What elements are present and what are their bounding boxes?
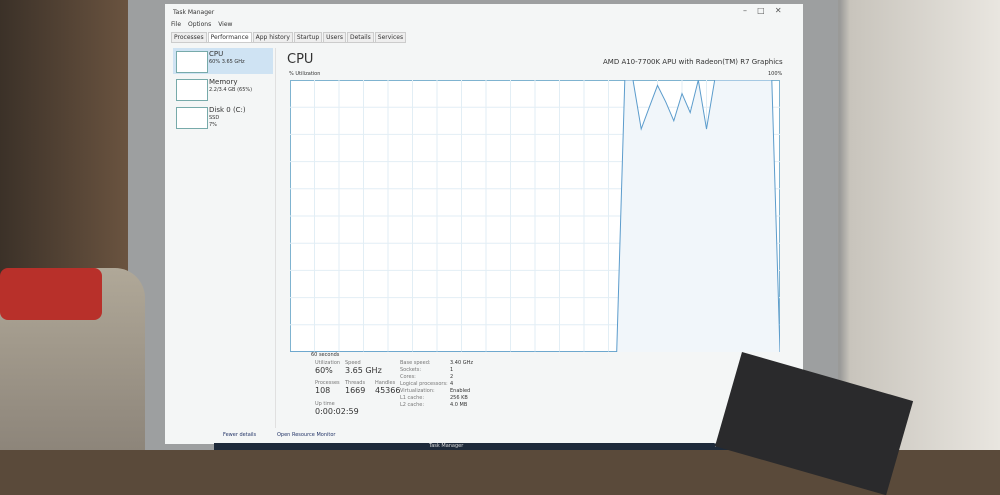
stat-value: 60% [315,366,333,375]
section-title: CPU [287,52,314,67]
sidebar-item[interactable]: CPU 60% 3.65 GHz [173,48,273,74]
spec-value: 4.0 MB [450,402,468,408]
stat-label: Up time [315,401,335,407]
menu-bar: File Options View [171,21,232,28]
stat-label: Threads [345,380,366,386]
cpu-graph [290,80,780,352]
stat-label: Speed [345,360,361,366]
tab[interactable]: Startup [293,32,323,42]
spec-label: Sockets: [400,367,422,373]
tab-bar: Processes Performance App history Startup Us… [171,32,407,43]
spec-label: Base speed: [400,360,431,366]
tab[interactable]: Details [346,32,374,42]
sidebar-name: Disk 0 (C:) [209,106,246,114]
specs: Base speed: 3.40 GHz Sockets: 1 Cores: 2 Logic… [400,360,520,430]
spec-value: 3.40 GHz [450,360,473,366]
spec-label: L1 cache: [400,395,425,401]
menu-item[interactable]: View [218,21,233,28]
stat-label: Processes [315,380,340,386]
spec-value: Enabled [450,388,471,394]
tab[interactable]: Processes [171,32,207,42]
spec-value: 1 [450,367,454,373]
taskbar-app[interactable]: Task Manager [429,443,464,449]
sidebar-detail: 2.2/3.4 GB (65%) [209,87,253,93]
stats: Utilization 60% Speed 3.65 GHz Processes 108 T… [315,360,545,430]
stat-value: 45366 [375,386,401,395]
window-title: Task Manager [173,9,215,16]
stat-value: 3.65 GHz [345,366,382,375]
spec-label: Logical processors: [400,381,448,387]
stat-label: Handles [375,380,396,386]
max-label: 100% [768,71,783,77]
sidebar-extra: 7% [209,122,217,128]
spec-value: 256 KB [450,395,468,401]
open-resource-monitor[interactable]: Open Resource Monitor [277,432,336,438]
spec-label: Cores: [400,374,416,380]
stat-value: 0:00:02:59 [315,407,359,416]
stat-value: 108 [315,386,331,395]
menu-item[interactable]: File [171,21,182,28]
sidebar-thumb [176,107,208,129]
tab[interactable]: Performance [207,32,252,42]
cpu-line [290,80,780,352]
sidebar-name: CPU [209,50,224,58]
window-controls[interactable]: – □ ✕ [743,6,782,15]
stat-label: Utilization [315,360,341,366]
fewer-details[interactable]: Fewer details [223,432,257,438]
spec-value: 4 [450,381,454,387]
spec-label: L2 cache: [400,402,425,408]
stat-value: 1669 [345,386,366,395]
sidebar-thumb [176,79,208,101]
processor-name: AMD A10-7700K APU with Radeon(TM) R7 Gra… [603,58,783,66]
sidebar-item[interactable]: Memory 2.2/3.4 GB (65%) [173,76,273,102]
menu-item[interactable]: Options [188,21,212,28]
jar-lid [0,268,102,320]
time-label: 60 seconds [311,352,340,358]
sidebar-name: Memory [209,78,238,86]
spec-value: 2 [450,374,454,380]
tab[interactable]: App history [252,32,293,42]
utilization-label: % Utilization [289,71,321,77]
sidebar-detail: 60% 3.65 GHz [209,59,245,65]
task-manager-window: Task Manager – □ ✕ File Options View Proce… [165,4,803,444]
sidebar-item[interactable]: Disk 0 (C:) SSD 7% [173,104,273,130]
sidebar-thumb [176,51,208,73]
tab[interactable]: Users [323,32,346,42]
spec-label: Virtualization: [400,388,435,394]
sidebar-detail: SSD [209,115,220,121]
sidebar: CPU 60% 3.65 GHz Memory 2.2/3.4 GB (65%) Dis… [173,48,276,428]
tab[interactable]: Services [374,32,407,42]
